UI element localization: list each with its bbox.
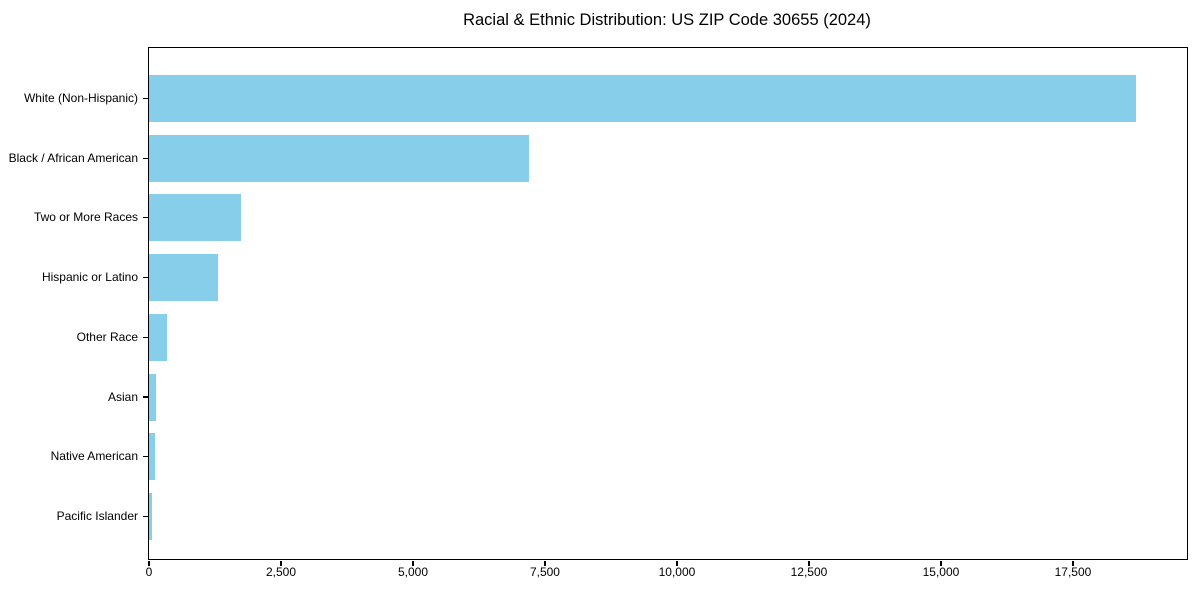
y-tick-label: Other Race — [76, 329, 138, 344]
bar-1 — [149, 134, 530, 182]
x-tick-label: 5,000 — [397, 565, 428, 579]
x-tick-label: 12,500 — [790, 565, 828, 579]
y-tick-label: Hispanic or Latino — [41, 270, 138, 285]
y-tick-mark — [142, 277, 148, 279]
plot-area: White (Non-Hispanic) Black / African Amer… — [9, 47, 1188, 579]
x-tick-label: 2,500 — [265, 565, 296, 579]
y-tick-mark — [142, 456, 148, 458]
y-tick-mark — [142, 515, 148, 517]
x-tick-label: 17,500 — [1054, 565, 1092, 579]
x-tick-label: 15,000 — [922, 565, 960, 579]
x-tick-mark — [940, 560, 942, 566]
x-tick-label: 0 — [145, 565, 153, 579]
bar-0 — [149, 75, 1137, 122]
bar-2 — [149, 194, 242, 242]
y-tick-label: White (Non-Hispanic) — [23, 91, 138, 105]
y-tick-label: Black / African American — [8, 150, 138, 165]
x-tick-mark — [676, 560, 678, 566]
bar-5 — [149, 373, 156, 421]
bar-3 — [149, 254, 218, 302]
x-tick-label: 10,000 — [658, 565, 696, 579]
x-tick-mark — [148, 560, 150, 566]
y-tick-mark — [142, 396, 148, 398]
y-tick-label: Asian — [107, 389, 138, 404]
bar-4 — [149, 313, 167, 361]
y-tick-label: Native American — [50, 449, 138, 464]
y-tick-label: Pacific Islander — [56, 508, 138, 523]
y-tick-mark — [142, 217, 148, 219]
x-tick-mark — [1072, 560, 1074, 566]
bar-7 — [149, 492, 153, 540]
x-tick-mark — [280, 560, 282, 566]
x-tick-mark — [544, 560, 546, 566]
bar-6 — [149, 433, 155, 481]
y-tick-label: Two or More Races — [33, 210, 138, 225]
y-tick-mark — [142, 157, 148, 159]
y-tick-mark — [142, 336, 148, 338]
chart-title: Racial & Ethnic Distribution: US ZIP Cod… — [463, 11, 871, 29]
x-tick-mark — [808, 560, 810, 566]
y-tick-mark — [142, 97, 148, 100]
x-tick-label: 7,500 — [529, 565, 560, 579]
x-tick-mark — [412, 560, 414, 566]
